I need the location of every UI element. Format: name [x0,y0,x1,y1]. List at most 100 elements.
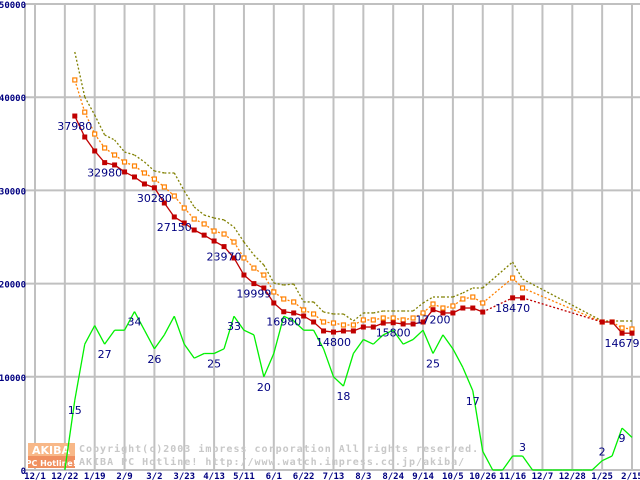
min_price-point [122,169,128,175]
shop_count-segment [402,338,414,345]
series-avg_price [72,77,635,332]
series-layer [64,51,635,471]
data-label-min_price: 14800 [316,336,351,349]
shop_count-segment [273,316,285,354]
avg_price-point [261,272,267,278]
shop_count-segment [442,334,454,350]
min_price-point [390,320,396,326]
y-tick-label: 20000 [0,281,26,291]
min_price-segment [263,287,275,304]
shop_count-segment [392,329,404,345]
data-label-shop_count: 2 [599,446,606,459]
max_price-segment [373,310,384,314]
shop_count-segment [422,329,434,354]
shop_count-segment [183,343,195,359]
avg_price-point [251,265,257,271]
shop_count-segment [372,334,384,345]
min_price-point [440,310,446,316]
data-label-min_price: 27150 [157,221,192,234]
x-tick-label: 1/25 [591,472,613,480]
shop_count-segment [591,460,603,471]
avg_price-segment [74,79,86,113]
min_price-point [380,320,386,326]
max_price-segment [243,241,255,256]
x-tick-label: 6/1 [266,472,282,480]
avg_price-segment [233,241,245,259]
data-label-min_price: 19999 [236,288,271,301]
avg_price-segment [522,287,603,323]
min_price-segment [233,257,245,276]
series-shop_count [64,311,633,471]
min_price-segment [153,187,165,204]
shop_count-segment [293,320,305,331]
min_price-point [510,295,516,301]
shop_count-segment [352,339,364,354]
data-label-shop_count: 26 [147,353,161,366]
max_price-segment [223,219,235,228]
y-tick-label: 0 [21,467,26,477]
data-label-min_price: 18470 [495,302,530,315]
shop_count-segment [432,334,444,354]
data-labels: 37980 32980 30280 27150 23970 19999 16980 14800… [57,120,639,459]
shop_count-segment [472,390,484,452]
shop_count-segment [462,367,474,392]
avg_price-point [470,294,476,300]
site-url-text: AKIBA PC Hotline! http://www.watch.impre… [79,456,465,468]
avg_price-point [92,131,98,137]
max_price-segment [422,296,434,304]
min_price-point [92,148,98,154]
avg_price-point [231,239,237,245]
avg_price-point [629,326,635,332]
x-tick-label: 4/13 [203,472,225,480]
data-label-shop_count: 34 [128,316,142,329]
min_price-point [619,330,625,336]
min_price-point [221,244,227,250]
avg_price-point [380,315,386,321]
min_price-point [281,309,287,315]
shop_count-segment [133,311,146,331]
min_price-point [211,238,217,244]
min_price-point [261,285,267,291]
x-tick-label: 8/24 [382,472,404,480]
min_price-point [311,319,317,325]
avg_price-point [291,299,297,305]
max_price-segment [263,264,275,284]
series-min_price [72,113,635,336]
max_price-segment [313,301,325,313]
shop_count-segment [84,325,96,345]
x-tick-label: 3/23 [173,472,195,480]
max_price-segment [323,311,334,315]
data-label-shop_count: 25 [207,358,221,371]
min_price-point [291,310,297,316]
min_price-point [450,310,456,316]
grid [24,3,640,471]
min_price-point [360,324,366,330]
shop_count-segment [123,311,136,331]
series-max_price [74,51,632,322]
min_price-point [629,330,635,336]
data-label-min_price: 23970 [207,251,242,264]
data-label-shop_count: 17 [466,395,480,408]
max_price-segment [173,172,185,192]
shop_count-segment [243,329,255,336]
avg_price-point [440,305,446,311]
shop_count-segment [611,427,623,457]
data-label-shop_count: 18 [336,390,350,403]
x-tick-label: 10/5 [442,472,464,480]
shop_count-segment [363,338,374,345]
avg_price-point [460,296,466,302]
max_price-segment [512,261,524,280]
avg_price-point [400,317,406,323]
avg_price-point [390,315,396,321]
min_price-point [251,281,257,287]
avg_price-segment [482,277,514,304]
avg_price-point [340,322,347,328]
min_price-point [231,255,237,261]
x-tick-label: 10/26 [469,472,496,480]
max_price-segment [203,214,215,219]
shop_count-segment [104,329,116,345]
avg_price-segment [94,133,106,149]
min_price-segment [74,115,86,138]
avg_price-point [141,170,148,176]
